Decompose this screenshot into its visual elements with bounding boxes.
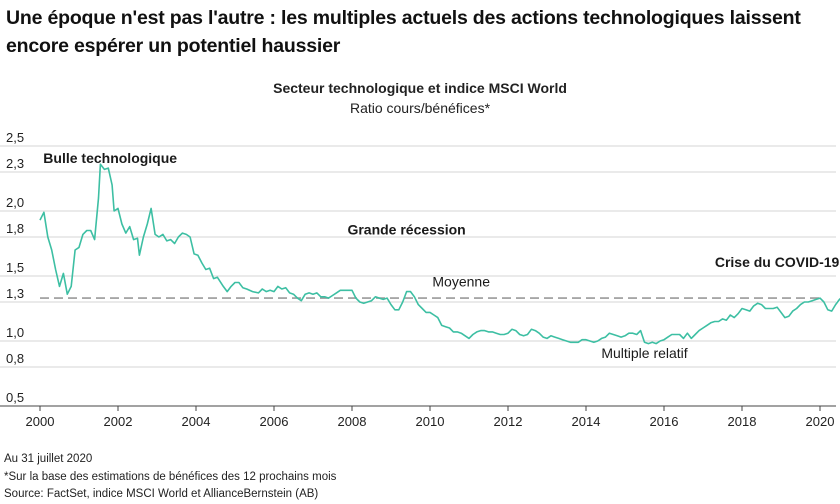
footer-note: *Sur la base des estimations de bénéfice… bbox=[4, 471, 337, 483]
chart-title: Secteur technologique et indice MSCI Wor… bbox=[273, 80, 567, 96]
y-axis-ticks: 0,5 0,8 1,0 1,3 1,5 1,8 2,0 2,3 2,5 bbox=[6, 130, 24, 405]
x-tick-label: 2012 bbox=[494, 414, 523, 429]
annotations: Bulle technologique Grande récession Crise… bbox=[43, 150, 839, 361]
x-tick-label: 2002 bbox=[104, 414, 133, 429]
y-tick-label: 0,8 bbox=[6, 351, 24, 366]
y-tick-label: 1,8 bbox=[6, 221, 24, 236]
y-tick-label: 1,3 bbox=[6, 286, 24, 301]
y-tick-label: 0,5 bbox=[6, 390, 24, 405]
headline: Une époque n'est pas l'autre : les multi… bbox=[6, 7, 801, 57]
x-axis-ticks: 2000 2002 2004 2006 2008 2010 2012 2014 2016 2018… bbox=[26, 406, 835, 429]
y-tick-label: 2,5 bbox=[6, 130, 24, 145]
y-tick-label: 1,5 bbox=[6, 260, 24, 275]
chart-subtitle: Ratio cours/bénéfices* bbox=[349, 100, 491, 116]
gridlines bbox=[0, 145, 836, 407]
x-tick-label: 2008 bbox=[338, 414, 367, 429]
annotation-label: Bulle technologique bbox=[43, 150, 177, 166]
annotation-label: Crise du COVID-19 bbox=[715, 254, 840, 270]
series-line-relative-multiple bbox=[39, 163, 840, 345]
x-tick-label: 2010 bbox=[416, 414, 445, 429]
annotation-label: Moyenne bbox=[432, 273, 490, 289]
x-tick-label: 2016 bbox=[650, 414, 679, 429]
footer-date: Au 31 juillet 2020 bbox=[4, 453, 93, 465]
x-tick-label: 2018 bbox=[728, 414, 757, 429]
x-tick-label: 2014 bbox=[572, 414, 601, 429]
annotation-label: Grande récession bbox=[347, 221, 465, 237]
y-tick-label: 2,0 bbox=[6, 195, 24, 210]
x-tick-label: 2006 bbox=[260, 414, 289, 429]
annotation-label: Multiple relatif bbox=[601, 345, 687, 361]
line-chart: 0,5 0,8 1,0 1,3 1,5 1,8 2,0 2,3 2,5 2000 2002 2004… bbox=[0, 130, 840, 429]
x-tick-label: 2004 bbox=[182, 414, 211, 429]
y-tick-label: 2,3 bbox=[6, 156, 24, 171]
y-tick-label: 1,0 bbox=[6, 325, 24, 340]
footer-source: Source: FactSet, indice MSCI World et Al… bbox=[4, 488, 319, 500]
x-tick-label: 2000 bbox=[26, 414, 55, 429]
x-tick-label: 2020 bbox=[806, 414, 835, 429]
